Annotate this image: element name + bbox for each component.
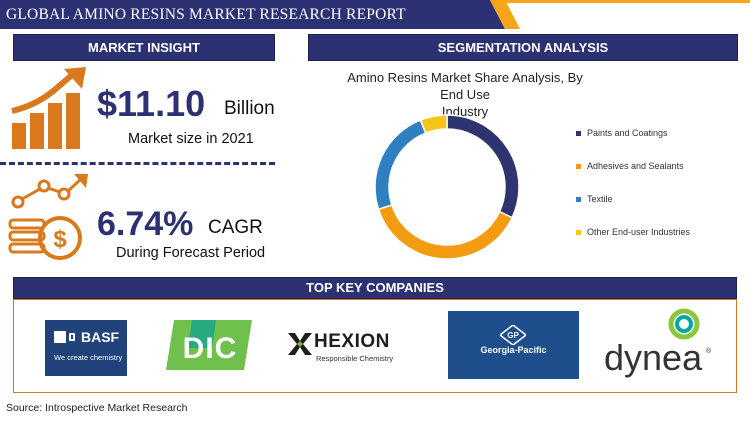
dynea-logo: dynea ®: [604, 308, 714, 383]
source-note: Source: Introspective Market Research: [6, 402, 188, 414]
donut-slice-adhesives-and-sealants: [377, 203, 514, 260]
market-size-unit: Billion: [224, 98, 275, 119]
dic-logo: DIC: [166, 320, 252, 370]
legend-swatch: [576, 230, 581, 236]
money-growth-icon: $: [8, 174, 88, 260]
hexion-logo: HEXION Responsible Chemistry: [288, 330, 418, 366]
segmentation-heading: SEGMENTATION ANALYSIS: [308, 34, 738, 61]
chart-title-line1: Amino Resins Market Share Analysis, By E…: [347, 70, 583, 102]
svg-text:$: $: [53, 226, 67, 253]
gp-mark: GP: [507, 331, 519, 340]
basf-logo: BASF We create chemistry: [45, 320, 127, 376]
legend-item: Adhesives and Sealants: [576, 161, 684, 171]
georgia-pacific-logo: GP Georgia-Pacific: [448, 311, 579, 379]
market-size-caption: Market size in 2021: [128, 131, 254, 147]
legend-item: Textile: [576, 194, 613, 204]
hexion-tagline: Responsible Chemistry: [316, 354, 394, 363]
legend-item: Other End-user Industries: [576, 227, 690, 237]
legend-swatch: [576, 131, 581, 137]
legend-label: Textile: [587, 194, 613, 204]
hexion-name: HEXION: [314, 331, 390, 352]
hexion-mark-icon: [288, 333, 312, 355]
donut-slice-textile: [374, 119, 427, 211]
dynea-name: dynea: [604, 337, 703, 378]
market-insight-heading: MARKET INSIGHT: [13, 34, 275, 61]
dynea-registered-icon: ®: [706, 348, 712, 355]
donut-slice-other-end-user-industries: [419, 114, 448, 135]
chart-legend: Paints and Coatings Adhesives and Sealant…: [576, 128, 736, 248]
dic-name: DIC: [183, 332, 238, 365]
gp-mark-icon: GP: [500, 325, 526, 345]
legend-swatch: [576, 197, 581, 203]
companies-panel: [13, 299, 737, 393]
growth-chart-icon: [11, 67, 86, 149]
dynea-mark-icon: [668, 308, 700, 340]
georgia-pacific-name: Georgia-Pacific: [480, 345, 547, 355]
legend-swatch: [576, 164, 581, 170]
cagr-value: 6.74%: [97, 205, 194, 243]
market-size-value: $11.10: [97, 83, 206, 124]
companies-heading: TOP KEY COMPANIES: [13, 277, 737, 299]
donut-slice-paints-and-coatings: [446, 114, 520, 219]
header-accent-line: [505, 0, 750, 3]
legend-item: Paints and Coatings: [576, 128, 668, 138]
header-banner: [0, 0, 520, 29]
legend-label: Other End-user Industries: [587, 227, 691, 237]
basf-tagline: We create chemistry: [54, 353, 123, 362]
basf-mark-outline-icon: [69, 333, 75, 341]
cagr-unit: CAGR: [208, 217, 263, 238]
legend-label: Adhesives and Sealants: [587, 161, 684, 171]
donut-chart: [374, 114, 520, 260]
divider: [0, 162, 275, 165]
basf-name: BASF: [81, 329, 120, 345]
page-title: GLOBAL AMINO RESINS MARKET RESEARCH REPO…: [6, 6, 406, 23]
basf-mark-icon: [54, 331, 66, 343]
legend-label: Paints and Coatings: [587, 128, 668, 138]
cagr-caption: During Forecast Period: [116, 245, 266, 261]
